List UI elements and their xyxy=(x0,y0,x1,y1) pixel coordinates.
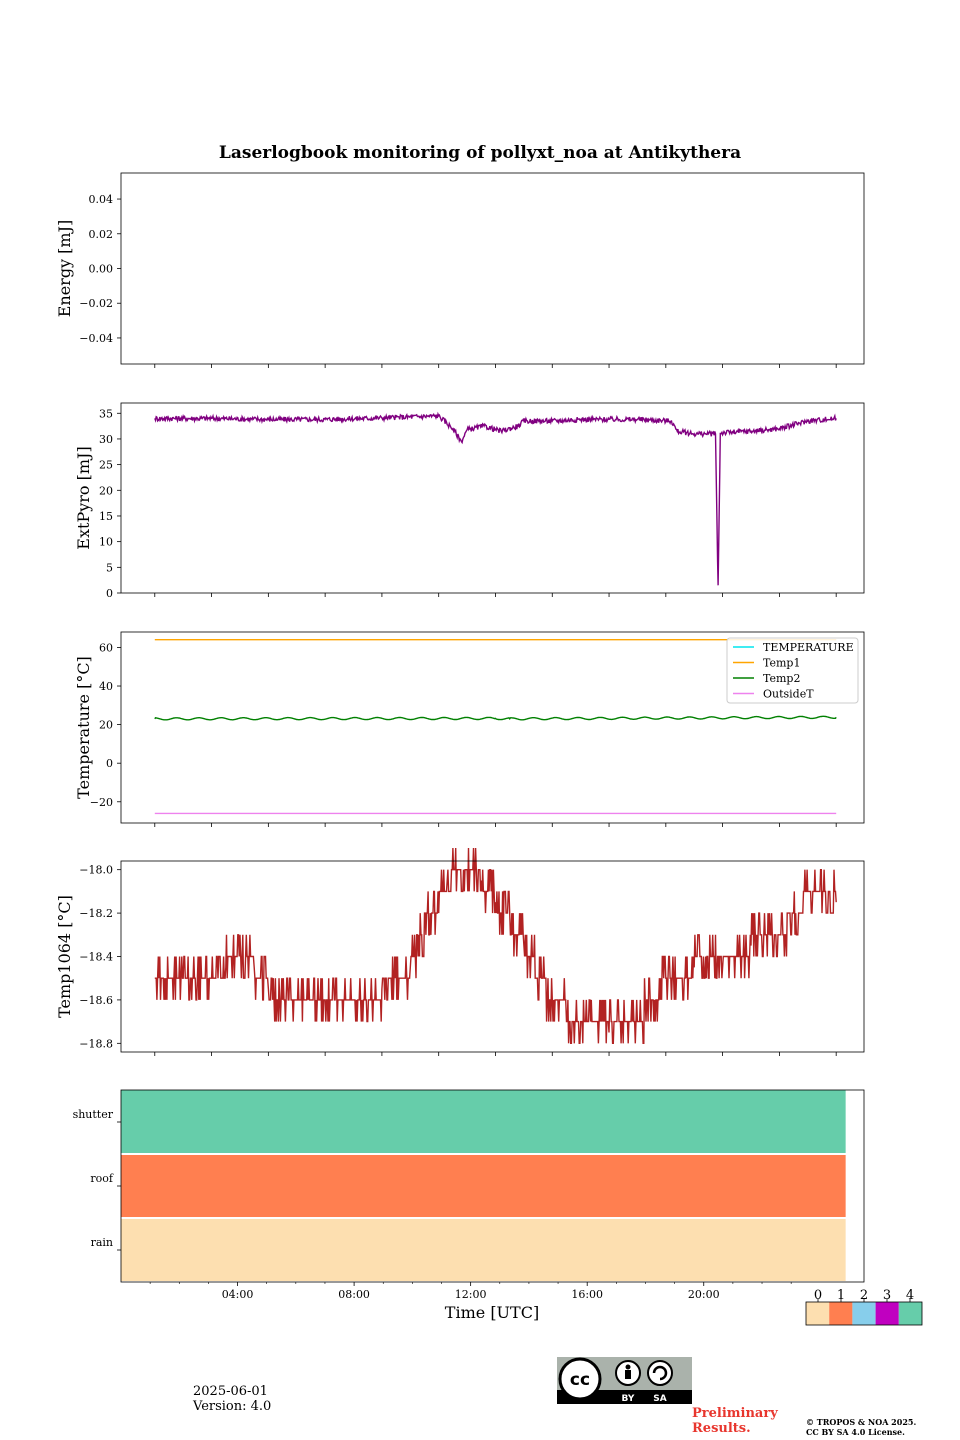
cc-by-label: BY xyxy=(622,1394,635,1404)
preliminary-results-note: Preliminary Results. xyxy=(692,1406,778,1436)
flag-bar-rain xyxy=(121,1219,846,1281)
cc-by-sa-badge: cc BY SA xyxy=(557,1357,692,1404)
y-tick-label: 20 xyxy=(99,719,113,732)
legend-label-temperature: TEMPERATURE xyxy=(763,641,854,654)
series-line xyxy=(154,847,837,1044)
y-tick-label: 15 xyxy=(99,510,113,523)
panel-frame xyxy=(120,631,865,824)
y-tick-label: 0.04 xyxy=(89,193,114,206)
panel-5: shutter roof rain 04:00 08:00 12:00 16:00 20:00 xyxy=(73,1089,865,1301)
y-axis-label: Temp1064 [°C] xyxy=(55,895,74,1018)
y-axis-label: Temperature [°C] xyxy=(74,656,93,799)
series-line-temp2 xyxy=(154,715,837,721)
y-tick-label: −18.2 xyxy=(79,907,113,920)
legend-frame xyxy=(726,637,859,704)
panel-2: 0 5 10 15 20 25 30 35 ExtPyro [mJ] xyxy=(74,402,865,600)
legend-label-outsidet: OutsideT xyxy=(763,688,814,701)
y-tick-label: 30 xyxy=(99,433,113,446)
y-tick-label: 35 xyxy=(99,407,113,420)
colorbar-cell-4 xyxy=(898,1302,922,1325)
colorbar-cell-3 xyxy=(875,1302,899,1325)
y-tick-label: 5 xyxy=(106,561,113,574)
footer-date: 2025-06-01 xyxy=(193,1384,268,1399)
colorbar-label: 4 xyxy=(906,1288,914,1303)
y-tick-label: −20 xyxy=(90,796,113,809)
row-label-shutter: shutter xyxy=(73,1108,114,1121)
x-tick-label: 16:00 xyxy=(571,1288,603,1301)
copyright-note: © TROPOS & NOA 2025. CC BY SA 4.0 Licens… xyxy=(806,1417,956,1437)
copyright-line-1: © TROPOS & NOA 2025. xyxy=(806,1417,917,1427)
y-tick-label: 20 xyxy=(99,484,113,497)
series-line xyxy=(154,411,837,586)
x-tick-label: 08:00 xyxy=(338,1288,370,1301)
y-tick-label: 40 xyxy=(99,680,113,693)
panel-frame xyxy=(120,1089,865,1283)
y-tick-label: 60 xyxy=(99,641,113,654)
colorbar-cell-0 xyxy=(806,1302,830,1325)
legend: TEMPERATURE Temp1 Temp2 OutsideT xyxy=(726,637,859,704)
flag-bar-shutter xyxy=(121,1090,846,1153)
y-tick-label: 0.00 xyxy=(89,263,114,276)
y-tick-label: −18.6 xyxy=(79,994,113,1007)
panel-frame xyxy=(120,402,865,594)
y-tick-label: 0 xyxy=(106,757,113,770)
x-tick-label: 12:00 xyxy=(455,1288,487,1301)
colorbar-label: 3 xyxy=(883,1288,891,1303)
legend-label-temp2: Temp2 xyxy=(763,672,800,685)
svg-text:cc: cc xyxy=(570,1370,590,1390)
colorbar-label: 2 xyxy=(860,1288,868,1303)
colorbar-label: 1 xyxy=(837,1288,845,1303)
row-label-roof: roof xyxy=(90,1172,114,1185)
y-axis-label: Energy [mJ] xyxy=(55,220,74,318)
footer-version: Version: 4.0 xyxy=(193,1399,272,1414)
y-axis-label: ExtPyro [mJ] xyxy=(74,446,93,549)
colorbar-label: 0 xyxy=(814,1288,822,1303)
panel-frame xyxy=(120,172,865,365)
y-tick-label: −18.0 xyxy=(79,864,113,877)
y-tick-label: 10 xyxy=(99,536,113,549)
y-tick-label: 0 xyxy=(106,587,113,600)
x-tick-label: 20:00 xyxy=(688,1288,720,1301)
y-tick-label: −0.04 xyxy=(79,332,113,345)
y-tick-label: −18.8 xyxy=(79,1037,113,1050)
colorbar-cell-2 xyxy=(852,1302,876,1325)
figure-title: Laserlogbook monitoring of pollyxt_noa a… xyxy=(219,143,741,163)
footer-date-version: 2025-06-01 Version: 4.0 xyxy=(193,1384,271,1414)
flag-bar-roof xyxy=(121,1155,846,1217)
colorbar-cell-1 xyxy=(829,1302,853,1325)
x-tick-label: 04:00 xyxy=(222,1288,254,1301)
panel-1: 0.04 0.02 0.00 −0.02 −0.04 Energy [mJ] xyxy=(55,172,865,368)
legend-label-temp1: Temp1 xyxy=(763,657,800,670)
panel-4: −18.0 −18.2 −18.4 −18.6 −18.8 Temp1064 [°C] xyxy=(55,847,865,1056)
row-label-rain: rain xyxy=(91,1236,113,1249)
x-axis-label: Time [UTC] xyxy=(445,1303,539,1322)
copyright-line-2: CC BY SA 4.0 License. xyxy=(806,1427,905,1437)
y-tick-label: 25 xyxy=(99,459,113,472)
cc-sa-label: SA xyxy=(653,1394,666,1404)
y-tick-label: 0.02 xyxy=(89,228,114,241)
y-tick-label: −0.02 xyxy=(79,297,113,310)
y-tick-label: −18.4 xyxy=(79,951,113,964)
